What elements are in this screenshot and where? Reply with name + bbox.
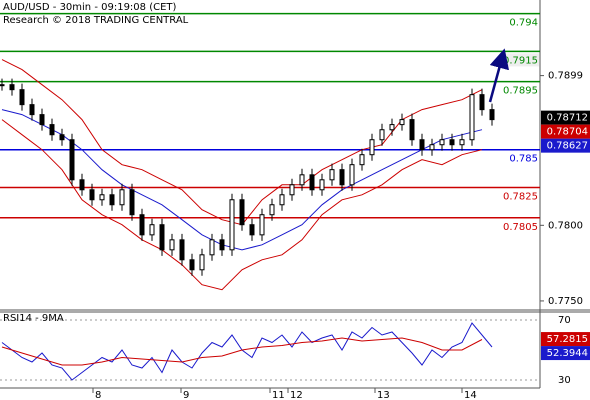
panel-title: RSI14 - 9MA: [3, 313, 64, 324]
candle: [489, 109, 495, 121]
candle: [69, 139, 75, 181]
candle: [189, 259, 195, 271]
candle: [369, 139, 375, 156]
indicator-line: [1, 109, 483, 251]
candle: [389, 124, 395, 131]
price-tag: [541, 124, 590, 139]
candle: [479, 94, 485, 111]
candle: [289, 184, 295, 196]
forecast-arrow: [488, 48, 510, 103]
candle: [349, 164, 355, 186]
candle: [59, 134, 65, 141]
level-label: 0.785: [509, 154, 538, 165]
candle: [119, 189, 125, 206]
x-tick-label: 9: [183, 390, 189, 400]
candle: [449, 139, 455, 146]
price-tag: [541, 332, 590, 347]
price-tag-label: 0.78704: [547, 127, 588, 138]
candle: [359, 154, 365, 166]
candle: [309, 174, 315, 191]
x-tick-label: 8: [95, 390, 101, 400]
x-tick-label: 14: [464, 390, 477, 400]
candle: [169, 239, 175, 251]
candle: [9, 84, 15, 91]
candle: [19, 89, 25, 106]
candle: [199, 254, 205, 271]
y-tick-label: 30: [558, 375, 571, 386]
price-tag-label: 52.3944: [547, 348, 588, 359]
candle: [279, 194, 285, 206]
price-tag: [541, 346, 590, 361]
candle: [339, 169, 345, 186]
candle: [179, 239, 185, 261]
candle: [399, 119, 405, 126]
y-tick-label: 0.7800: [548, 220, 583, 231]
candle: [259, 214, 265, 236]
x-tick-label: 13: [377, 390, 390, 400]
rsi-line: [1, 322, 493, 381]
candle: [129, 189, 135, 216]
candle: [219, 239, 225, 251]
candle: [439, 139, 445, 146]
candle: [139, 214, 145, 236]
candle: [109, 194, 115, 206]
candle: [79, 179, 85, 191]
candle: [239, 199, 245, 226]
plot-layer: 0.7899 0.7800 0.7750 8 9 11 12 13 14 0.794 0.7915 0…: [0, 12, 590, 400]
candle: [329, 169, 335, 181]
y-tick-label: 0.7899: [548, 71, 583, 82]
candle: [269, 204, 275, 216]
chart-title: AUD/USD - 30min - 09:19:08 (CET): [3, 2, 177, 13]
candle: [149, 224, 155, 236]
price-tag: [541, 138, 590, 153]
candle: [159, 224, 165, 251]
candle: [229, 199, 235, 251]
indicator-line: [1, 119, 483, 291]
candle: [319, 179, 325, 191]
y-tick-label: 0.7750: [548, 296, 583, 307]
price-tag: [541, 110, 590, 125]
candle: [0, 84, 5, 87]
price-tag-label: 0.78627: [547, 141, 588, 152]
x-tick-label: 12: [290, 390, 303, 400]
rsi-line: [1, 337, 483, 366]
candle: [299, 174, 305, 186]
candle: [429, 144, 435, 151]
x-tick-label: 11: [272, 390, 285, 400]
candle: [409, 119, 415, 141]
level-label: 0.7895: [503, 86, 538, 97]
level-label: 0.7825: [503, 192, 538, 203]
candle: [419, 139, 425, 151]
candle: [29, 104, 35, 116]
candle: [249, 224, 255, 236]
chart-subtitle: Research © 2018 TRADING CENTRAL: [3, 15, 189, 26]
level-label-box: [505, 53, 539, 67]
candle: [469, 94, 475, 141]
level-label: 0.794: [509, 18, 538, 29]
candle: [49, 124, 55, 136]
price-tag-label: 0.78712: [547, 113, 588, 124]
candle: [39, 114, 45, 126]
candle: [99, 194, 105, 201]
candle: [89, 189, 95, 201]
candle: [209, 239, 215, 256]
level-label: 0.7915: [503, 55, 538, 66]
y-tick-label: 70: [558, 315, 571, 326]
candle: [459, 139, 465, 146]
price-tag-label: 57.2815: [547, 334, 588, 345]
candle: [379, 129, 385, 141]
level-label: 0.7805: [503, 222, 538, 233]
